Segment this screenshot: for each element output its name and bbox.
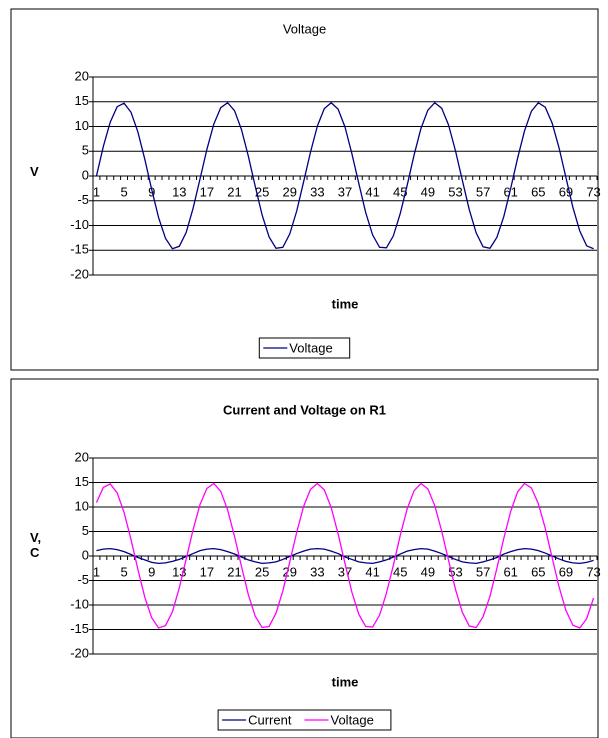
x-tick-label: 5 bbox=[120, 184, 127, 199]
x-tick-label: 25 bbox=[255, 184, 269, 199]
series-line bbox=[95, 482, 595, 629]
y-tick-label: 20 bbox=[75, 68, 89, 83]
x-tick-label: 17 bbox=[200, 564, 214, 579]
x-tick-label: 41 bbox=[365, 184, 379, 199]
y-axis-label: V, C bbox=[30, 530, 42, 560]
y-tick-label: -10 bbox=[70, 217, 89, 232]
x-tick-label: 29 bbox=[283, 564, 297, 579]
x-tick-label: 41 bbox=[365, 564, 379, 579]
chart-title: Voltage bbox=[283, 21, 326, 36]
legend-label: Current bbox=[248, 712, 292, 727]
x-tick-label: 61 bbox=[503, 564, 517, 579]
y-tick-label: 10 bbox=[75, 498, 89, 513]
y-tick-label: 20 bbox=[75, 449, 89, 464]
x-tick-label: 21 bbox=[227, 184, 241, 199]
x-tick-label: 1 bbox=[93, 184, 100, 199]
x-tick-label: 17 bbox=[200, 184, 214, 199]
legend-label: Voltage bbox=[289, 340, 332, 355]
chart-title: Current and Voltage on R1 bbox=[223, 402, 386, 417]
y-tick-label: 5 bbox=[82, 143, 89, 158]
y-tick-label: 0 bbox=[82, 167, 89, 182]
legend-box bbox=[258, 337, 351, 359]
y-tick-label: -5 bbox=[77, 572, 89, 587]
x-tick-label: 21 bbox=[227, 564, 241, 579]
chart-frame bbox=[10, 378, 599, 738]
x-tick-label: 13 bbox=[172, 564, 186, 579]
y-tick-label: -15 bbox=[70, 242, 89, 257]
x-tick-label: 33 bbox=[310, 564, 324, 579]
y-tick-label: -15 bbox=[70, 621, 89, 636]
x-tick-label: 65 bbox=[531, 564, 545, 579]
x-tick-label: 49 bbox=[421, 184, 435, 199]
x-tick-label: 73 bbox=[586, 564, 600, 579]
legend-label: Voltage bbox=[331, 712, 374, 727]
x-tick-label: 73 bbox=[586, 184, 600, 199]
x-tick-label: 57 bbox=[476, 184, 490, 199]
x-tick-label: 37 bbox=[338, 564, 352, 579]
series-line bbox=[95, 101, 594, 250]
x-tick-label: 5 bbox=[120, 564, 127, 579]
y-tick-label: 0 bbox=[82, 547, 89, 562]
x-tick-label: 33 bbox=[310, 184, 324, 199]
x-tick-label: 1 bbox=[93, 564, 100, 579]
x-tick-label: 57 bbox=[476, 564, 490, 579]
x-tick-label: 53 bbox=[448, 184, 462, 199]
y-tick-label: 10 bbox=[75, 118, 89, 133]
x-axis-label: time bbox=[332, 296, 359, 311]
x-tick-label: 13 bbox=[172, 184, 186, 199]
x-axis-label: time bbox=[332, 674, 359, 689]
y-tick-label: 15 bbox=[75, 93, 89, 108]
x-tick-label: 29 bbox=[283, 184, 297, 199]
y-tick-label: -5 bbox=[77, 192, 89, 207]
x-tick-label: 37 bbox=[338, 184, 352, 199]
x-tick-label: 45 bbox=[393, 184, 407, 199]
y-tick-label: 15 bbox=[75, 474, 89, 489]
x-tick-label: 61 bbox=[503, 184, 517, 199]
x-tick-label: 9 bbox=[148, 564, 155, 579]
x-tick-label: 69 bbox=[559, 564, 573, 579]
chart-frame bbox=[10, 8, 599, 371]
x-tick-label: 45 bbox=[393, 564, 407, 579]
y-tick-label: -20 bbox=[70, 266, 89, 281]
y-axis-label: V bbox=[30, 164, 39, 179]
y-tick-label: 5 bbox=[82, 523, 89, 538]
y-tick-label: -10 bbox=[70, 596, 89, 611]
series-line bbox=[96, 547, 594, 565]
x-tick-label: 25 bbox=[255, 564, 269, 579]
x-tick-label: 49 bbox=[421, 564, 435, 579]
x-tick-label: 65 bbox=[531, 184, 545, 199]
y-tick-label: -20 bbox=[70, 645, 89, 660]
